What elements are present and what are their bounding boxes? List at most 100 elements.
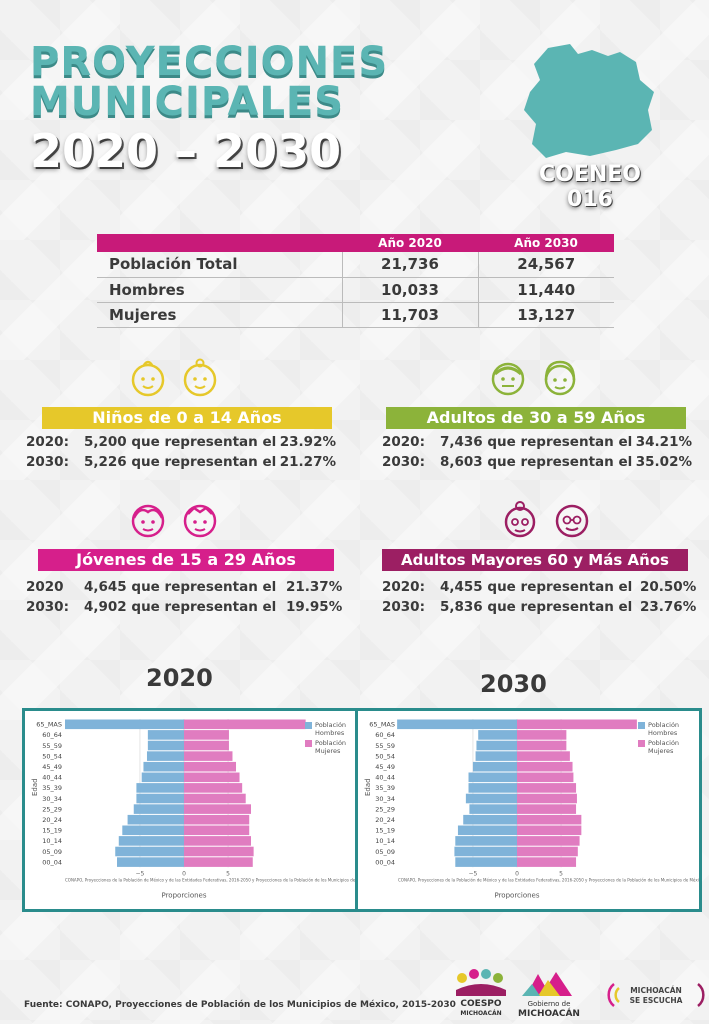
table-row: Hombres 10,033 11,440	[97, 277, 614, 303]
x-tick-label: 5	[559, 870, 563, 877]
line-pct: 23.76%	[640, 599, 697, 615]
y-tick-label: 15_19	[375, 827, 395, 835]
elderly-man-icon	[555, 504, 589, 538]
y-axis-label: Edad	[364, 778, 372, 796]
elderly-icons	[500, 500, 592, 540]
bar-mujeres	[184, 793, 246, 804]
y-tick-label: 25_29	[42, 805, 62, 813]
gobierno-logo-text: Gobierno de	[528, 1000, 571, 1008]
bar-hombres	[475, 751, 517, 761]
logo-coespo: COESPO MICHOACÁN	[452, 968, 510, 1018]
coespo-logo-text: COESPO	[460, 999, 501, 1009]
line-text: 4,455 que representan el	[440, 579, 633, 595]
source-note: Fuente: CONAPO, Proyecciones de Població…	[24, 1000, 456, 1010]
line-text: 5,226 que representan el	[83, 454, 277, 470]
bar-mujeres	[517, 793, 577, 804]
bar-mujeres	[517, 730, 567, 740]
y-tick-label: 10_14	[42, 837, 62, 845]
x-tick-label: −5	[468, 870, 477, 877]
bar-hombres	[472, 761, 517, 772]
y-tick-label: 35_39	[42, 784, 62, 792]
group-title: Adultos de 30 a 59 Años	[386, 407, 686, 429]
pyramid-year-2020: 2020	[146, 664, 213, 692]
row-label: Población Total	[97, 252, 343, 278]
group-title: Jóvenes de 15 a 29 Años	[38, 549, 334, 571]
group-line: 2030: 5,836 que representan el 23.76%	[382, 599, 702, 619]
legend-label: Mujeres	[648, 747, 674, 755]
bar-mujeres	[184, 740, 229, 751]
bar-hombres	[117, 857, 184, 867]
y-tick-label: 50_54	[375, 752, 395, 760]
bar-mujeres	[184, 751, 233, 761]
youth-icons	[128, 500, 220, 540]
y-tick-label: 00_04	[42, 858, 62, 866]
row-value-2020: 11,703	[342, 302, 479, 328]
line-text: 4,645 que representan el	[84, 579, 277, 595]
line-text: 4,902 que representan el	[84, 599, 277, 615]
y-tick-label: 10_14	[375, 837, 395, 845]
line-year: 2020	[26, 579, 64, 595]
page-title: PROYECCIONES MUNICIPALES 2020 – 2030	[30, 42, 388, 174]
baby-boy-icon	[131, 360, 165, 397]
line-year: 2020:	[26, 434, 69, 450]
coespo-logo-subtext: MICHOACÁN	[460, 1010, 501, 1017]
line-year: 2020:	[382, 434, 425, 450]
bar-mujeres	[517, 761, 573, 772]
line-year: 2020:	[382, 579, 425, 595]
bar-hombres	[65, 719, 184, 730]
group-adults: Adultos de 30 a 59 Años 2020: 7,436 que r…	[382, 407, 692, 474]
row-value-2030: 13,127	[478, 302, 614, 328]
legend-label: Población	[648, 721, 679, 729]
x-axis-label: Proporciones	[494, 891, 539, 899]
legend-label: Hombres	[315, 729, 345, 737]
bar-mujeres	[184, 825, 250, 836]
bar-hombres	[141, 772, 184, 783]
group-line: 2030: 8,603 que representan el 35.02%	[382, 454, 692, 474]
bar-mujeres	[184, 814, 250, 825]
legend-swatch	[638, 740, 645, 747]
bar-mujeres	[517, 857, 577, 867]
population-table: Año 2020 Año 2030 Población Total 21,736…	[97, 234, 614, 328]
y-tick-label: 60_64	[42, 731, 62, 739]
line-text: 5,836 que representan el	[440, 599, 633, 615]
adults-icons	[488, 358, 580, 398]
michoacan-escucha-logo-icon: MICHOACÁN SE ESCUCHA	[607, 983, 705, 1007]
line-text: 7,436 que representan el	[439, 434, 633, 450]
y-axis-label: Edad	[31, 778, 39, 796]
children-icons	[128, 358, 220, 398]
row-value-2030: 24,567	[478, 252, 614, 278]
table-row: Población Total 21,736 24,567	[97, 252, 614, 278]
line-pct: 34.21%	[635, 434, 692, 450]
bar-mujeres	[517, 846, 578, 857]
bar-hombres	[455, 857, 517, 867]
x-tick-label: 0	[515, 870, 519, 877]
line-pct: 20.50%	[640, 579, 697, 595]
gobierno-logo-icon: Gobierno de MICHOACÁN	[518, 972, 580, 1019]
row-value-2020: 21,736	[342, 252, 479, 278]
group-line: 2020: 5,200 que representan el 23.92%	[26, 434, 336, 454]
coespo-logo-icon: COESPO MICHOACÁN	[456, 969, 506, 1017]
group-youth: Jóvenes de 15 a 29 Años 2020 4,645 que re…	[26, 549, 346, 619]
y-tick-label: 30_34	[375, 795, 395, 803]
bar-hombres	[147, 740, 184, 751]
municipality-name: COENEO	[538, 162, 642, 187]
title-line-2: MUNICIPALES	[30, 79, 345, 125]
pyramid-panel-2030: 65_MAS 60_64 55_59 50_54 45_49 40_44 35_39 30_3…	[355, 708, 702, 912]
gobierno-logo-subtext: MICHOACÁN	[518, 1007, 580, 1019]
y-tick-label: 55_59	[375, 742, 395, 750]
bar-mujeres	[517, 740, 567, 751]
group-line: 2020: 4,455 que representan el 20.50%	[382, 579, 702, 599]
municipality-code: 016	[567, 187, 613, 213]
y-tick-label: 40_44	[375, 774, 395, 782]
group-title: Niños de 0 a 14 Años	[42, 407, 332, 429]
group-line: 2020: 7,436 que representan el 34.21%	[382, 434, 692, 454]
title-line-1: PROYECCIONES	[30, 39, 389, 85]
line-text: 5,200 que representan el	[83, 434, 277, 450]
row-value-2020: 10,033	[342, 277, 479, 303]
group-line: 2030: 5,226 que representan el 21.27%	[26, 454, 336, 474]
bar-mujeres	[184, 783, 243, 793]
y-tick-label: 65_MAS	[36, 721, 62, 729]
young-man-icon	[183, 504, 217, 538]
group-title: Adultos Mayores 60 y Más Años	[382, 549, 688, 571]
adult-man-icon	[491, 362, 525, 396]
